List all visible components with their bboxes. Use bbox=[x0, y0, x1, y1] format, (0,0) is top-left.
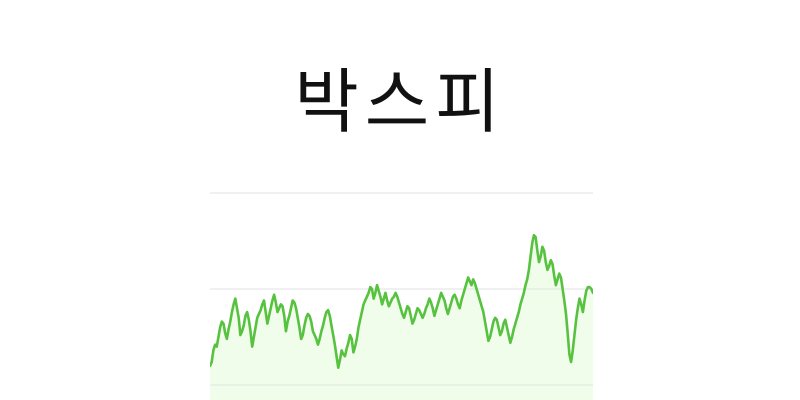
line-chart-svg bbox=[210, 192, 593, 400]
page-title: 박스피 bbox=[294, 61, 506, 143]
chart-area bbox=[210, 190, 593, 400]
series-line bbox=[210, 233, 593, 370]
series-area bbox=[210, 235, 593, 400]
